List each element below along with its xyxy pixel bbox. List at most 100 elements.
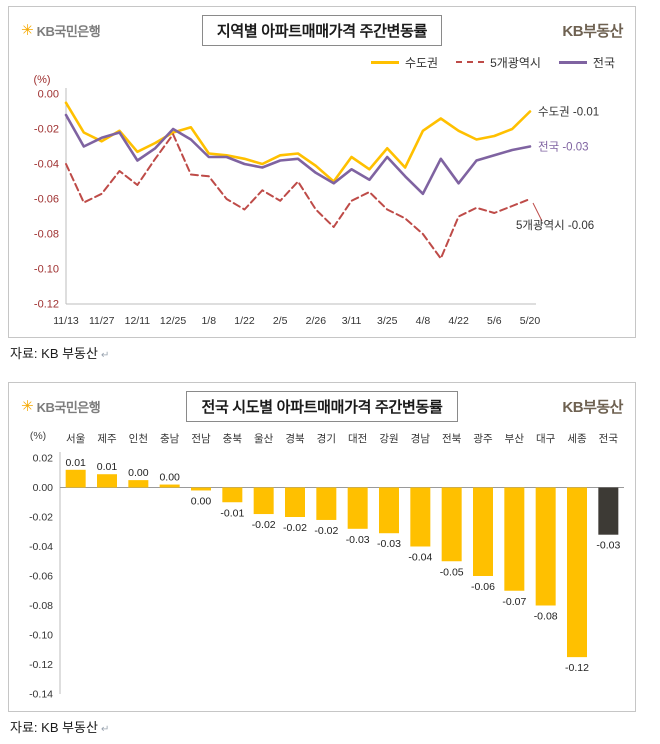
y-tick-label: -0.12 bbox=[29, 659, 53, 671]
kb-realestate-brand: KB부동산 bbox=[562, 399, 623, 416]
category-label: 광주 bbox=[473, 433, 493, 445]
line-chart: (%) 0.00 -0.02 -0.04 -0.06 -0.08 -0.10 -0.12 11/… bbox=[33, 74, 599, 327]
y-tick-label: -0.10 bbox=[29, 630, 53, 642]
bar-value-label: -0.07 bbox=[502, 596, 526, 608]
unit-label: (%) bbox=[30, 430, 46, 442]
bar-value-label: -0.04 bbox=[408, 552, 432, 564]
y-tick-label: -0.12 bbox=[34, 299, 59, 311]
category-label: 경북 bbox=[285, 432, 305, 445]
source-note-top: 자료: KB 부동산 ↵ bbox=[10, 343, 109, 362]
bar-세종 bbox=[567, 487, 587, 658]
category-label: 강원 bbox=[379, 433, 398, 445]
legend-item-수도권: 수도권 bbox=[370, 54, 439, 71]
bar-울산 bbox=[253, 487, 274, 515]
x-tick-label: 12/11 bbox=[125, 315, 151, 327]
kb-star-icon: ✳ bbox=[21, 22, 34, 39]
y-tick-label: -0.04 bbox=[29, 541, 53, 553]
line-chart-legend: 수도권 5개광역시 전국 bbox=[9, 46, 635, 70]
kb-realestate-brand: KB부동산 bbox=[562, 23, 623, 40]
y-tick-label: -0.08 bbox=[29, 600, 53, 612]
bar-value-label: 0.00 bbox=[128, 467, 149, 479]
bar-value-label: 0.01 bbox=[65, 457, 86, 469]
x-tick-label: 1/8 bbox=[201, 315, 216, 327]
bar-전국 bbox=[598, 487, 619, 535]
category-label: 전국 bbox=[599, 433, 619, 445]
bar-value-label: -0.08 bbox=[534, 611, 558, 623]
category-label: 대전 bbox=[348, 433, 367, 445]
category-label: 울산 bbox=[254, 433, 274, 445]
legend-label: 수도권 bbox=[404, 55, 439, 70]
category-label: 세종 bbox=[567, 433, 587, 445]
category-label: 부산 bbox=[505, 433, 525, 445]
return-mark-icon: ↵ bbox=[100, 350, 110, 361]
bar-전남 bbox=[191, 487, 211, 491]
bar-대구 bbox=[535, 487, 556, 606]
x-tick-label: 2/5 bbox=[273, 315, 288, 327]
x-tick-label: 12/25 bbox=[160, 315, 186, 327]
unit-label: (%) bbox=[33, 74, 50, 86]
bar-광주 bbox=[473, 487, 493, 576]
x-tick-label: 3/25 bbox=[377, 315, 398, 327]
x-tick-label: 5/6 bbox=[487, 315, 502, 327]
bar-전북 bbox=[441, 487, 462, 562]
category-label: 경기 bbox=[317, 432, 336, 445]
regional-line-chart-panel: ✳ KB국민은행 지역별 아파트매매가격 주간변동률 KB부동산 수도권 5개광역… bbox=[8, 6, 636, 338]
bar-value-label: 0.01 bbox=[97, 461, 118, 473]
bar-value-label: -0.12 bbox=[565, 662, 589, 674]
y-tick-label: -0.02 bbox=[29, 512, 53, 524]
legend-label: 5개광역시 bbox=[490, 55, 541, 70]
category-label: 제주 bbox=[97, 433, 117, 445]
bar-value-label: -0.01 bbox=[220, 507, 244, 519]
category-label: 전북 bbox=[442, 433, 462, 445]
legend-label: 전국 bbox=[592, 55, 615, 70]
source-text: 자료: KB 부동산 bbox=[10, 346, 98, 361]
bar-충남 bbox=[159, 484, 180, 488]
y-tick-label: 0.00 bbox=[38, 89, 59, 101]
x-tick-label: 4/8 bbox=[416, 315, 431, 327]
bar-대전 bbox=[347, 487, 368, 529]
x-tick-label: 11/13 bbox=[53, 315, 79, 327]
bar-value-label: -0.05 bbox=[440, 566, 464, 578]
source-text: 자료: KB 부동산 bbox=[10, 720, 98, 735]
bar-경기 bbox=[316, 487, 337, 520]
bar-서울 bbox=[65, 469, 86, 488]
kb-bank-logo: ✳ KB국민은행 bbox=[21, 397, 101, 416]
y-tick-label: -0.02 bbox=[34, 124, 59, 136]
category-label: 인천 bbox=[129, 433, 148, 445]
series-end-annotation: 전국 -0.03 bbox=[538, 141, 589, 154]
category-label: 경남 bbox=[411, 432, 431, 445]
y-tick-label: -0.10 bbox=[34, 264, 59, 276]
y-tick-label: -0.08 bbox=[34, 229, 59, 241]
bar-value-label: 0.00 bbox=[191, 495, 212, 507]
category-label: 충북 bbox=[223, 433, 243, 445]
bar-chart: (%) 0.02 0.00 -0.02 -0.04 -0.06 -0.08 -0.10 -0.1… bbox=[29, 430, 624, 700]
x-tick-label: 3/11 bbox=[342, 315, 362, 327]
source-note-bottom: 자료: KB 부동산 ↵ bbox=[10, 717, 109, 736]
bar-value-label: -0.02 bbox=[283, 522, 307, 534]
x-tick-label: 11/27 bbox=[89, 315, 115, 327]
bar-인천 bbox=[128, 480, 149, 488]
series-line-수도권 bbox=[64, 101, 532, 183]
y-tick-label: -0.06 bbox=[34, 194, 59, 206]
legend-item-전국: 전국 bbox=[558, 54, 615, 71]
x-tick-label: 4/22 bbox=[448, 315, 469, 327]
category-label: 서울 bbox=[66, 433, 86, 445]
bar-충북 bbox=[222, 487, 243, 503]
legend-item-5개광역시: 5개광역시 bbox=[456, 54, 541, 71]
y-tick-label: 0.00 bbox=[33, 482, 54, 494]
bar-value-label: -0.06 bbox=[471, 581, 495, 593]
bar-value-label: -0.03 bbox=[346, 534, 370, 546]
bar-value-label: -0.03 bbox=[596, 540, 620, 552]
series-end-annotation: 5개광역시 -0.06 bbox=[516, 219, 594, 232]
legend-line-swatch bbox=[558, 60, 587, 64]
kb-star-icon: ✳ bbox=[21, 398, 34, 415]
bar-제주 bbox=[97, 474, 117, 488]
bar-경북 bbox=[285, 487, 305, 517]
provincial-bar-chart-panel: ✳ KB국민은행 전국 시도별 아파트매매가격 주간변동률 KB부동산 (%) 0… bbox=[8, 382, 636, 712]
series-line-5개광역시 bbox=[65, 133, 531, 260]
legend-line-swatch bbox=[370, 60, 399, 64]
bar-value-label: -0.02 bbox=[252, 519, 276, 531]
bar-value-label: 0.00 bbox=[159, 472, 180, 484]
kb-bank-logo: ✳ KB국민은행 bbox=[21, 21, 101, 40]
